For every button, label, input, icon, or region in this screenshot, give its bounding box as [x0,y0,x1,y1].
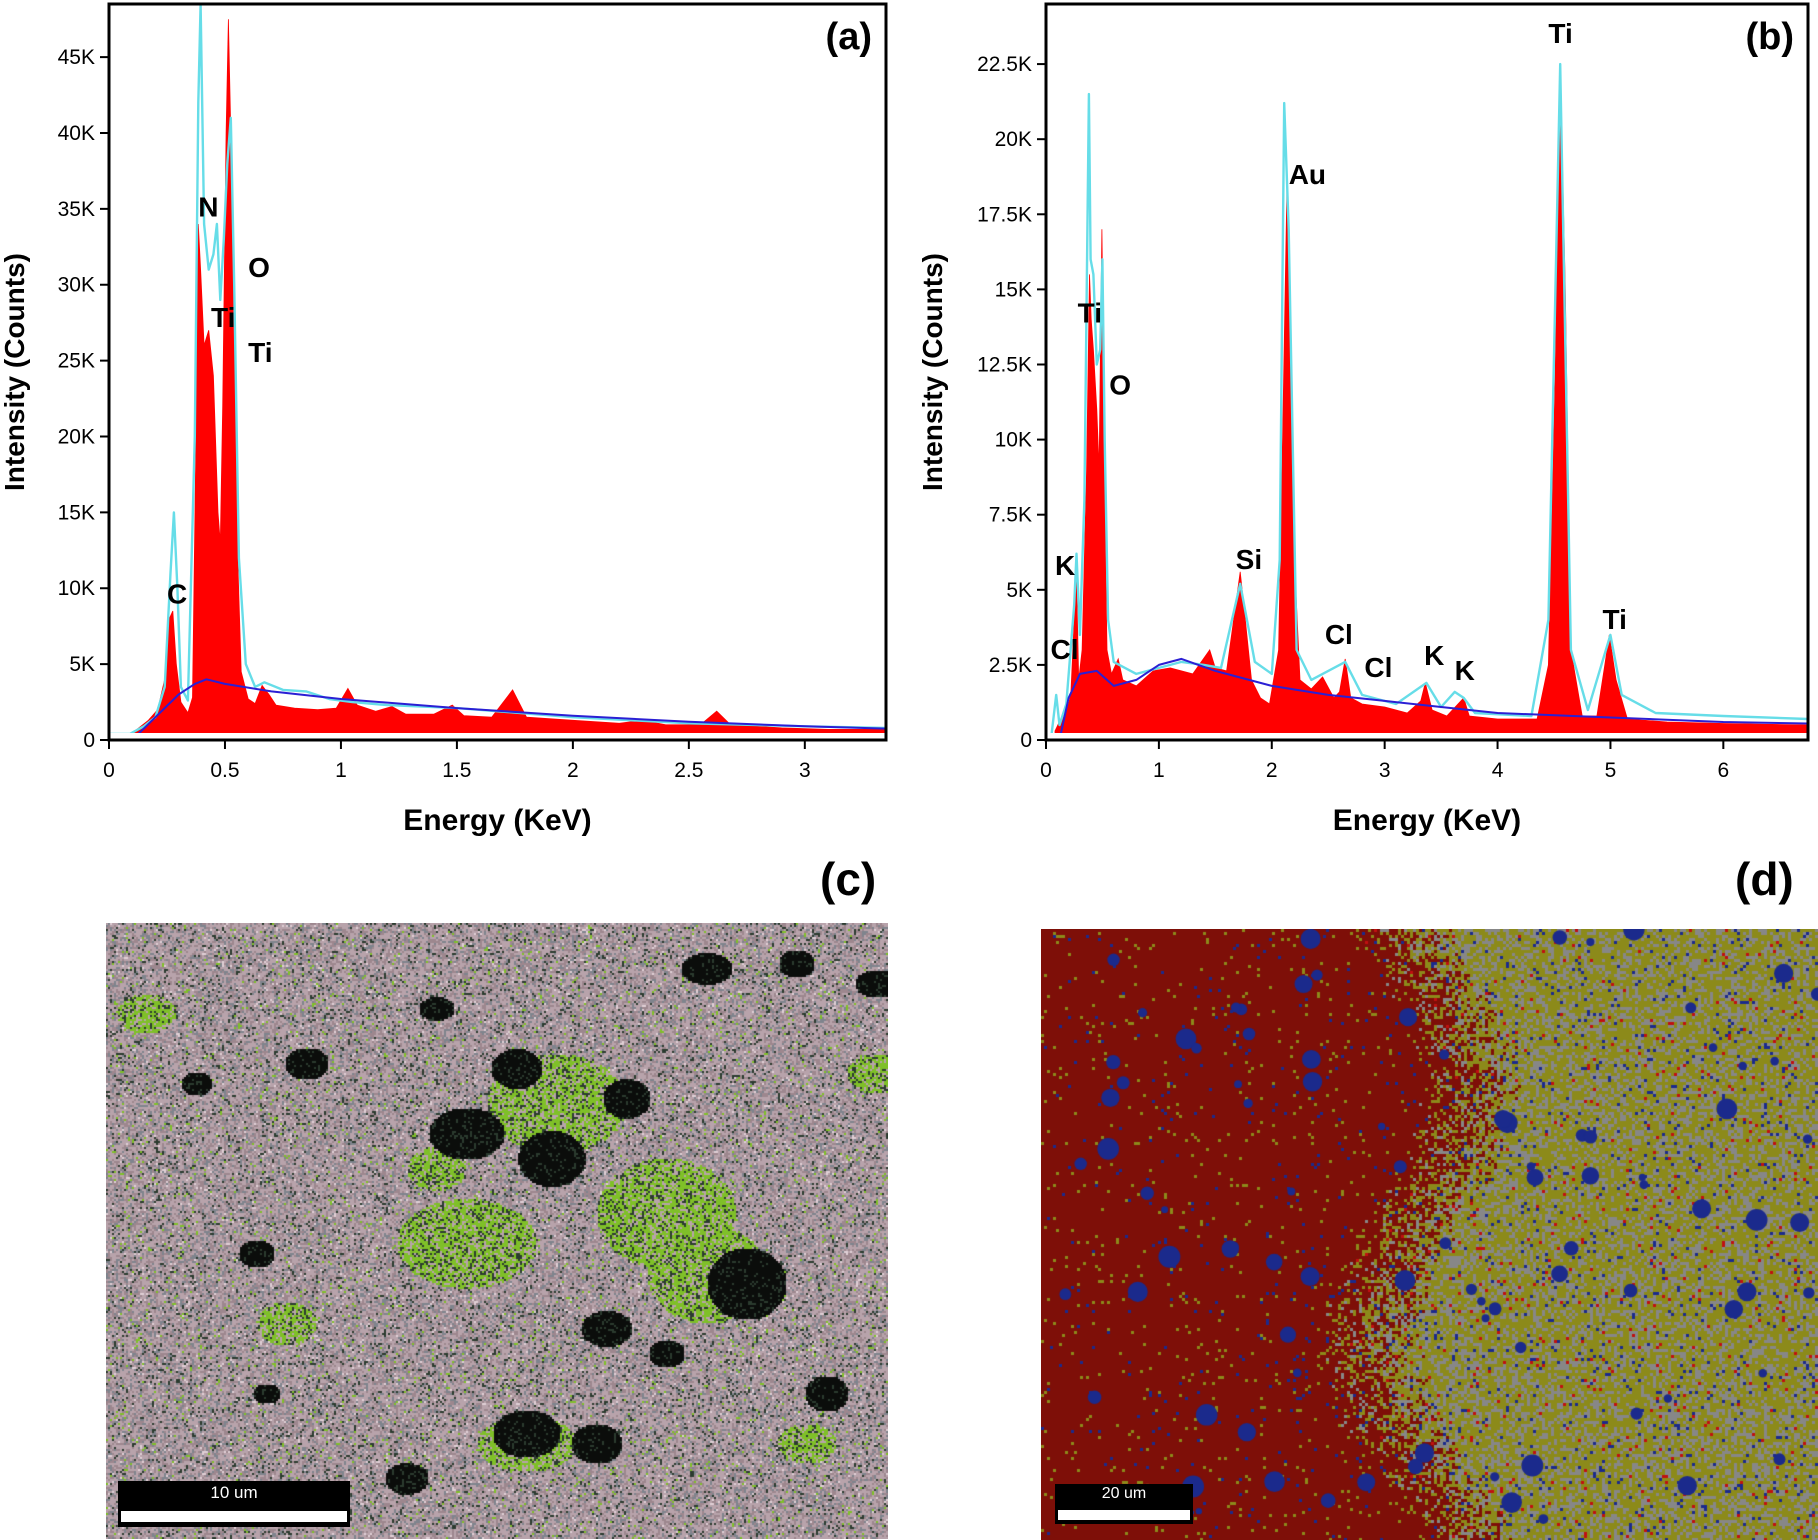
peak-label: K [1455,655,1475,686]
peak-label: Cl [1325,619,1353,650]
x-tick-label: 2 [1266,759,1278,782]
x-axis-label: Energy (KeV) [1333,804,1521,837]
x-tick-label: 3 [1379,759,1391,782]
spectrum-fill [1054,64,1808,740]
spectrum-fill [127,19,886,740]
x-tick-label: 1 [335,759,347,782]
x-tick-label: 0.5 [210,759,239,782]
measured-spectrum-line [1050,62,1808,735]
y-tick-label: 0 [83,729,95,752]
measured-spectrum-line [109,4,886,736]
peak-label: Au [1289,159,1326,190]
peak-label: Ti [248,337,272,368]
y-tick-label: 25K [58,350,95,373]
peak-label: K [1055,550,1075,581]
panel-label: (b) [1745,16,1794,58]
x-tick-label: 0 [1040,759,1052,782]
scale-bar-label-c: 10 um [210,1483,258,1502]
x-tick-label: 0 [103,759,115,782]
panel-label: (a) [826,16,872,58]
y-tick-label: 20K [995,128,1032,151]
plot-area [109,4,886,740]
y-tick-label: 22.5K [977,53,1032,76]
peak-label: Cl [1051,634,1079,665]
y-tick-label: 17.5K [977,203,1032,226]
peak-label: C [167,578,187,609]
y-tick-label: 40K [58,122,95,145]
map-image-c [106,923,888,1539]
y-tick-label: 5K [69,653,95,676]
peak-label: Ti [1078,297,1102,328]
scale-bar-label-d: 20 um [1101,1485,1147,1502]
peak-label: Ti [211,302,235,333]
y-tick-label: 15K [58,501,95,524]
y-tick-label: 30K [58,274,95,297]
peak-label: Si [1236,544,1262,575]
y-tick-label: 15K [995,278,1032,301]
peak-label: Ti [1603,604,1627,635]
peak-label: Cl [1364,652,1392,683]
y-axis-label: Intensity (Counts) [917,253,948,491]
elemental-map-c: 10 um [106,923,888,1539]
baseline-strip [1046,733,1808,740]
peak-label: O [248,252,270,283]
panel-label-c: (c) [820,853,877,905]
x-tick-label: 6 [1717,759,1729,782]
peak-label: N [198,191,218,222]
map-image-d [1041,929,1818,1540]
y-tick-label: 35K [58,198,95,221]
x-tick-label: 1.5 [442,759,471,782]
y-tick-label: 20K [58,425,95,448]
y-tick-label: 5K [1006,579,1032,602]
plot-frame [1044,2,1810,742]
y-tick-label: 0 [1020,729,1032,752]
scale-bar-c: 10 um [118,1481,350,1527]
x-axis-label: Energy (KeV) [403,804,591,837]
scale-bar-d: 20 um [1055,1484,1193,1524]
x-tick-label: 3 [799,759,811,782]
y-tick-label: 12.5K [977,353,1032,376]
x-tick-label: 2 [567,759,579,782]
y-tick-label: 10K [58,577,95,600]
y-tick-label: 7.5K [989,504,1032,527]
y-axis-label: Intensity (Counts) [0,253,30,491]
peak-label: K [1424,640,1444,671]
y-tick-label: 2.5K [989,654,1032,677]
peak-label: O [1109,370,1131,401]
x-tick-label: 2.5 [674,759,703,782]
peak-label: Ti [1548,18,1572,49]
x-tick-label: 1 [1153,759,1165,782]
eds-spectrum-chart-a: 0 0.5 1 1.5 2 2.5 3 0 5K 10K 15K 20K 25K 30K 35K 40K 45K… [0,2,888,837]
baseline-strip [109,733,886,740]
background-fit-line [1058,657,1808,740]
scale-bar-line-d [1058,1510,1190,1520]
elemental-map-d: 20 um [1041,929,1818,1540]
x-tick-label: 5 [1605,759,1617,782]
eds-spectrum-chart-b: 0 1 2 3 4 5 6 0 2.5K 5K 7.5K 10K 12.5K 15K 17.5K 20K 22.… [917,2,1810,837]
panel-label-d: (d) [1735,853,1794,905]
y-tick-label: 45K [58,46,95,69]
background-fit-line [131,678,886,740]
y-tick-label: 10K [995,429,1032,452]
plot-area [1046,62,1808,740]
x-tick-label: 4 [1492,759,1504,782]
scale-bar-line-c [121,1511,347,1522]
plot-frame [107,2,888,742]
